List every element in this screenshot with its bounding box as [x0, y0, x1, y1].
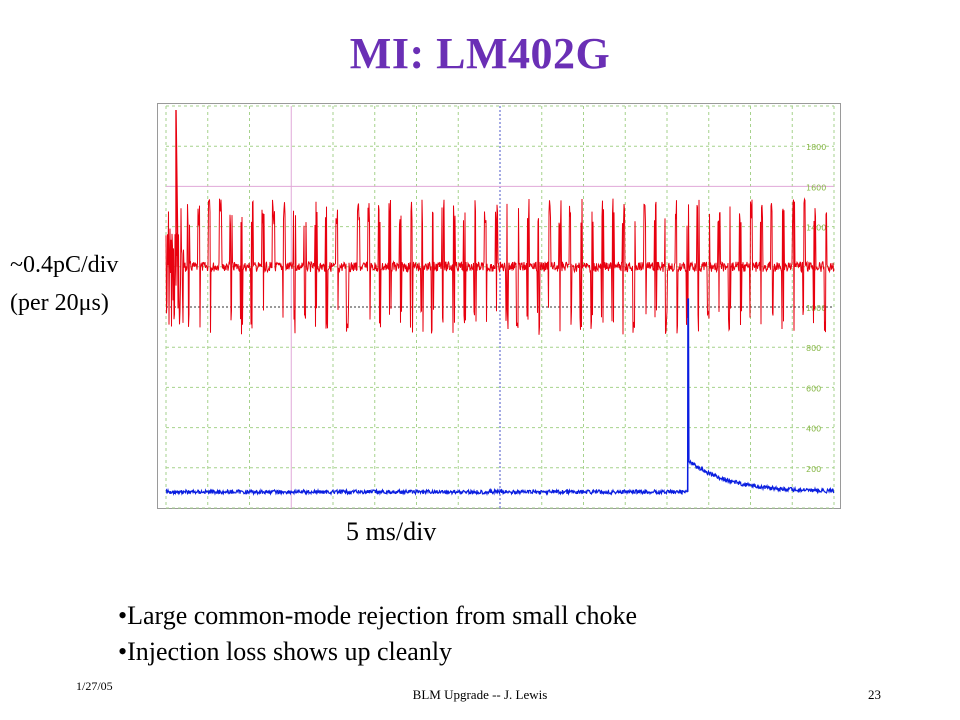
slide-title: MI: LM402G	[349, 29, 611, 78]
bullet-item: Injection loss shows up cleanly	[118, 634, 637, 670]
scale-tick-label: 200	[806, 465, 821, 474]
bullet-item: Large common-mode rejection from small c…	[118, 598, 637, 634]
footer-presenter: BLM Upgrade -- J. Lewis	[412, 687, 548, 702]
scope-trace-chart: 1800 1600 1400 1000 800 600 400 200	[157, 103, 841, 509]
bullet-list: Large common-mode rejection from small c…	[118, 598, 637, 670]
footer-date: 1/27/05	[76, 679, 113, 693]
y-axis-label-line-1: ~0.4pC/div	[10, 252, 119, 278]
red-trace-spike	[175, 110, 179, 267]
red-trace-line	[165, 197, 835, 335]
footer-page-number: 23	[868, 687, 881, 702]
y-axis-label-line-2: (per 20μs)	[10, 290, 109, 316]
blue-trace-line	[165, 298, 835, 497]
x-axis-label: 5 ms/div	[346, 517, 437, 546]
scope-plot: 1800 1600 1400 1000 800 600 400 200	[165, 105, 835, 509]
scale-tick-label: 800	[806, 344, 821, 353]
scale-tick-label: 1600	[806, 183, 826, 192]
scale-tick-label: 600	[806, 384, 821, 393]
scale-tick-label: 1400	[806, 224, 826, 233]
scale-tick-label: 400	[806, 425, 821, 434]
scale-tick-label: 1000	[806, 304, 826, 313]
scale-tick-label: 1800	[806, 143, 826, 152]
